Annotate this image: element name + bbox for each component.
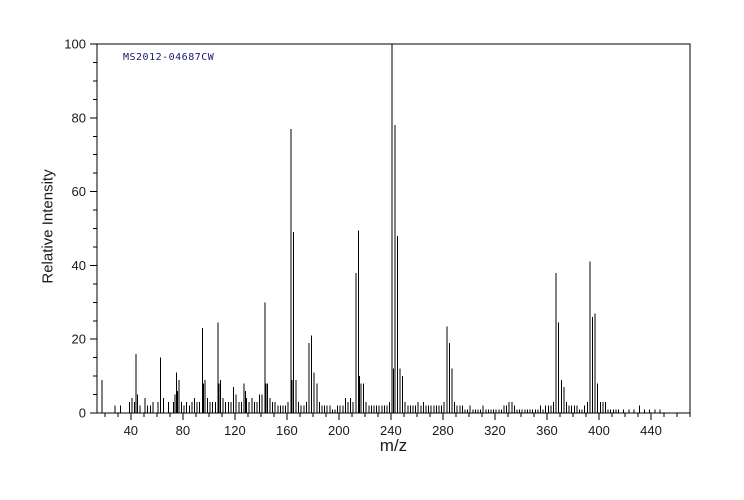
svg-text:200: 200	[328, 423, 350, 438]
y-axis-label: Relative Intensity	[39, 169, 57, 284]
svg-text:400: 400	[588, 423, 610, 438]
svg-text:40: 40	[72, 258, 86, 273]
svg-text:0: 0	[79, 406, 86, 421]
svg-text:80: 80	[72, 110, 86, 125]
svg-text:240: 240	[380, 423, 402, 438]
svg-text:320: 320	[484, 423, 506, 438]
svg-text:20: 20	[72, 332, 86, 347]
svg-text:60: 60	[72, 184, 86, 199]
svg-text:280: 280	[432, 423, 454, 438]
x-axis-label: m/z	[379, 436, 408, 455]
svg-text:120: 120	[224, 423, 246, 438]
svg-text:160: 160	[276, 423, 298, 438]
svg-text:360: 360	[536, 423, 558, 438]
spectrum-id-label: MS2012-04687CW	[123, 52, 215, 63]
svg-text:440: 440	[640, 423, 662, 438]
svg-text:80: 80	[176, 423, 190, 438]
svg-text:40: 40	[124, 423, 138, 438]
svg-text:100: 100	[64, 37, 86, 52]
